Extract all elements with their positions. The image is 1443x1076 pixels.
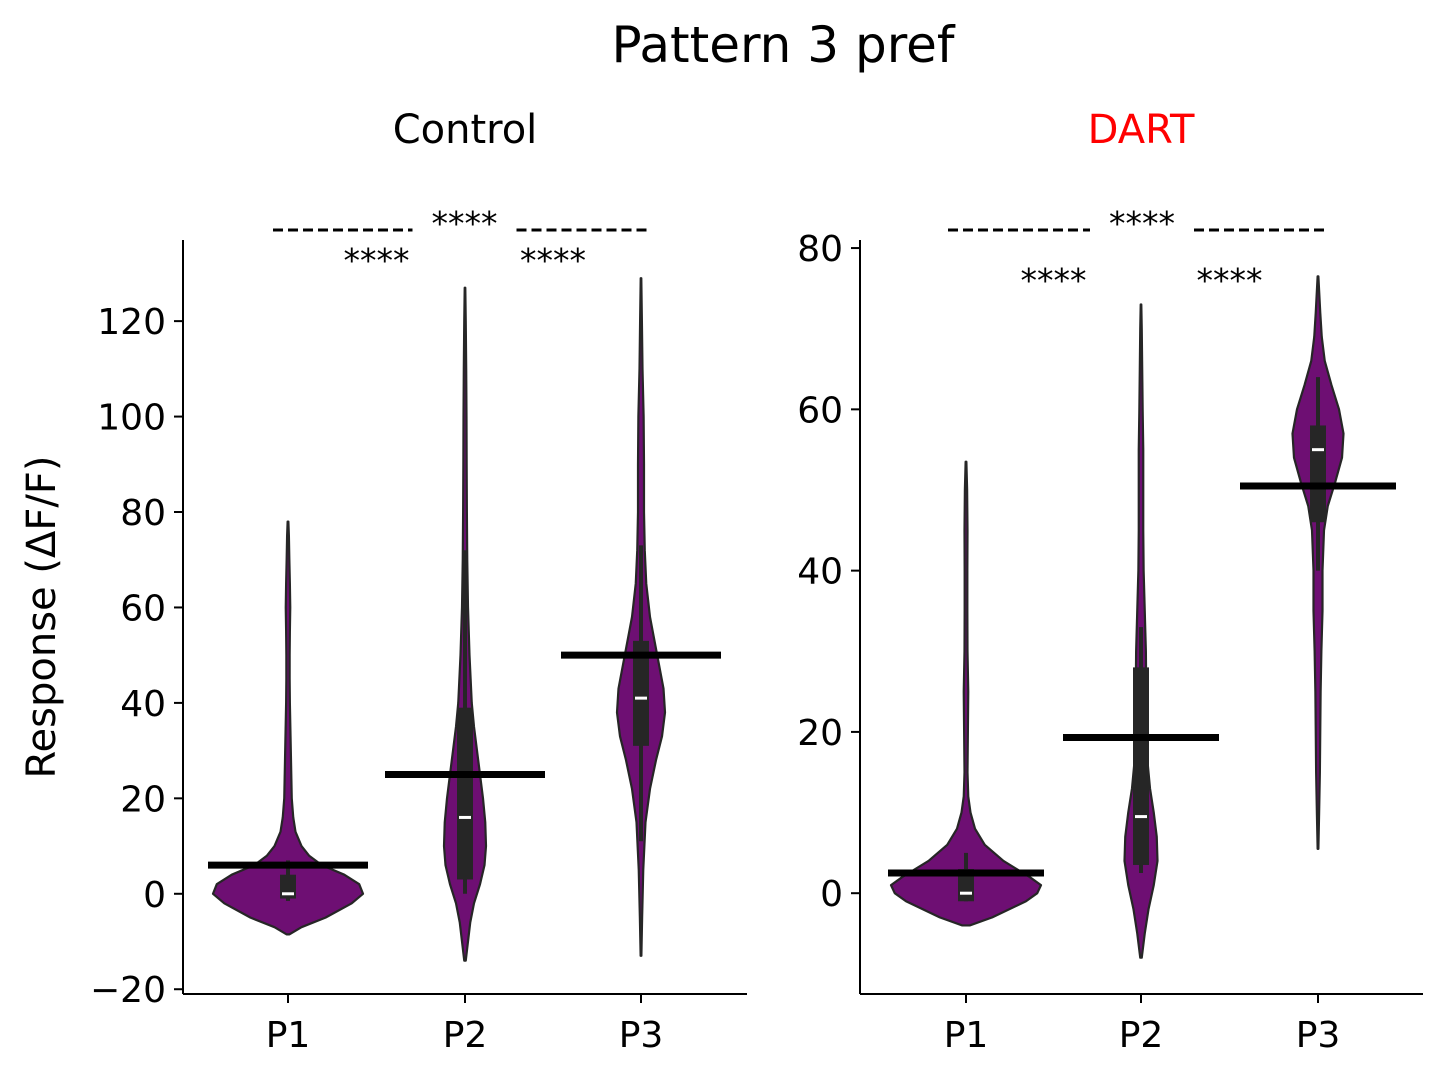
x-tick-label: P3	[1296, 1015, 1341, 1056]
y-tick-label: 20	[797, 713, 843, 754]
figure-title: Pattern 3 pref	[611, 16, 955, 74]
y-tick-label: 40	[797, 552, 843, 593]
x-tick-label: P1	[944, 1015, 989, 1056]
y-tick-label: 0	[143, 875, 166, 916]
x-tick-label: P1	[266, 1015, 311, 1056]
violin-iqr-box	[1133, 667, 1149, 865]
violin-iqr-box	[457, 707, 473, 880]
y-tick-label: 0	[820, 874, 843, 915]
y-tick-label: 40	[120, 684, 166, 725]
y-tick-label: 120	[97, 302, 166, 343]
significance-label: ****	[1197, 261, 1263, 300]
significance-label: ****	[520, 241, 586, 280]
significance-label: ****	[432, 204, 498, 243]
x-tick-label: P2	[443, 1015, 488, 1056]
y-tick-label: 80	[120, 493, 166, 534]
y-tick-label: 80	[797, 229, 843, 270]
panel-dart: DART 0 20 40 60 80 P1 P2 P3 **** **** ****	[797, 107, 1423, 1056]
significance-label: ****	[344, 241, 410, 280]
panel-control: Control Response (ΔF/F) −20 0 20 40 60 80 100 1…	[19, 107, 747, 1056]
y-tick-label: 20	[120, 779, 166, 820]
panel-title-control: Control	[393, 107, 538, 153]
violin-body	[211, 520, 365, 936]
violin-iqr-box	[1310, 425, 1326, 523]
significance-label: ****	[1109, 204, 1175, 243]
y-axis-label: Response (ΔF/F)	[19, 456, 65, 779]
y-tick-label: −20	[90, 970, 166, 1011]
y-tick-label: 60	[120, 588, 166, 629]
panel-title-dart: DART	[1088, 107, 1195, 153]
y-tick-label: 100	[97, 398, 166, 439]
y-tick-label: 60	[797, 390, 843, 431]
x-tick-label: P2	[1119, 1015, 1164, 1056]
violin-iqr-box	[633, 640, 649, 746]
x-tick-label: P3	[619, 1015, 664, 1056]
violin-body	[889, 460, 1043, 927]
significance-label: ****	[1021, 261, 1087, 300]
